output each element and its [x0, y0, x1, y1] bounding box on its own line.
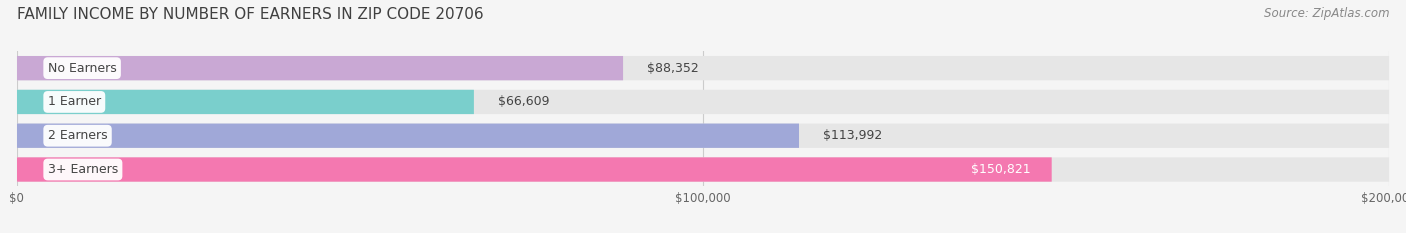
FancyBboxPatch shape	[17, 56, 1389, 80]
FancyBboxPatch shape	[17, 157, 1052, 182]
Text: $66,609: $66,609	[498, 96, 550, 108]
Text: FAMILY INCOME BY NUMBER OF EARNERS IN ZIP CODE 20706: FAMILY INCOME BY NUMBER OF EARNERS IN ZI…	[17, 7, 484, 22]
FancyBboxPatch shape	[17, 157, 1389, 182]
FancyBboxPatch shape	[17, 90, 474, 114]
FancyBboxPatch shape	[17, 56, 623, 80]
Text: 3+ Earners: 3+ Earners	[48, 163, 118, 176]
Text: 2 Earners: 2 Earners	[48, 129, 107, 142]
Text: Source: ZipAtlas.com: Source: ZipAtlas.com	[1264, 7, 1389, 20]
Text: $150,821: $150,821	[972, 163, 1031, 176]
FancyBboxPatch shape	[17, 123, 799, 148]
FancyBboxPatch shape	[17, 123, 1389, 148]
Text: $88,352: $88,352	[647, 62, 699, 75]
Text: $113,992: $113,992	[823, 129, 883, 142]
Text: 1 Earner: 1 Earner	[48, 96, 101, 108]
FancyBboxPatch shape	[17, 90, 1389, 114]
Text: No Earners: No Earners	[48, 62, 117, 75]
